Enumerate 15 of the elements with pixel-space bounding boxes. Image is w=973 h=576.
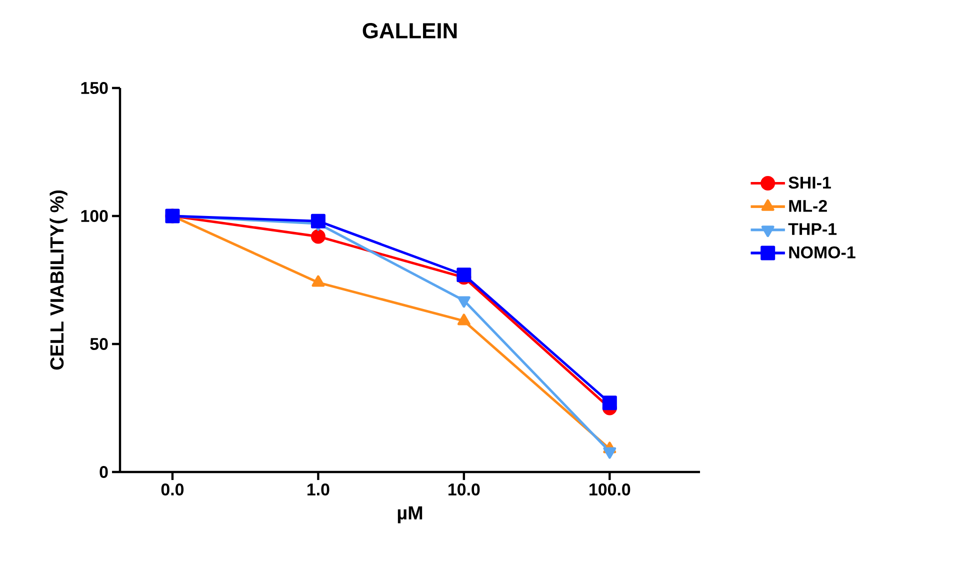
y-tick-label: 50 bbox=[90, 338, 108, 350]
legend-label: NOMO-1 bbox=[789, 246, 856, 258]
x-tick-label: 10.0 bbox=[448, 484, 480, 496]
x-axis-title: µM bbox=[398, 506, 422, 524]
legend-label: ML-2 bbox=[789, 200, 827, 212]
x-tick-label: 1.0 bbox=[307, 484, 330, 496]
y-tick-label: 100 bbox=[81, 210, 108, 222]
y-tick-label: 0 bbox=[100, 466, 108, 478]
y-tick-label: 150 bbox=[81, 82, 108, 94]
y-axis-title: CELL VIABILITY( %) bbox=[50, 190, 68, 370]
legend-label: SHI-1 bbox=[788, 176, 831, 189]
legend-label: THP-1 bbox=[788, 223, 837, 235]
x-tick-label: 0.0 bbox=[161, 484, 184, 496]
chart-title: GALLEIN bbox=[362, 22, 457, 38]
x-tick-label: 100.0 bbox=[590, 484, 630, 496]
